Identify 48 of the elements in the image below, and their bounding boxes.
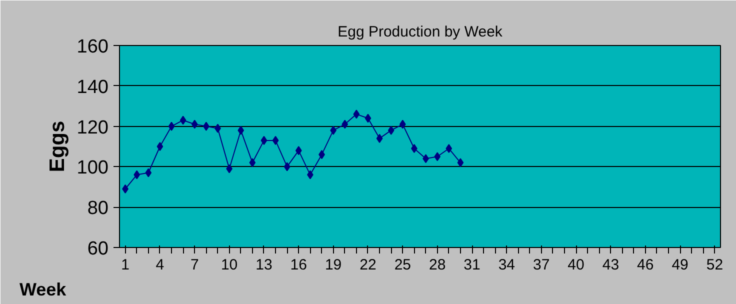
- point: [191, 120, 198, 129]
- y-tick-label: 60: [87, 238, 109, 260]
- y-tick-label: 160: [76, 36, 108, 58]
- x-tick-label: 28: [428, 256, 446, 274]
- point: [260, 136, 268, 145]
- point: [457, 158, 464, 168]
- x-tick-label: 37: [533, 256, 550, 274]
- chart-title: Egg Production by Week: [338, 24, 503, 40]
- x-tick-label: 22: [360, 256, 376, 274]
- point: [145, 168, 152, 178]
- x-tick-label: 16: [290, 256, 307, 274]
- y-tick-label: 140: [76, 76, 108, 98]
- point: [434, 152, 441, 162]
- x-tick-label: 4: [156, 256, 164, 274]
- point: [353, 110, 360, 119]
- point: [284, 162, 290, 172]
- point: [364, 114, 372, 123]
- x-tick-label: 46: [637, 256, 654, 274]
- point: [376, 134, 383, 143]
- y-tick-label: 80: [87, 198, 109, 220]
- y-axis-title: Eggs: [46, 120, 69, 172]
- x-tick-label: 13: [256, 256, 272, 274]
- x-tick-label: 1: [121, 256, 130, 274]
- x-tick-label: 7: [190, 256, 199, 274]
- point: [180, 116, 186, 125]
- y-tick-label: 120: [76, 117, 108, 138]
- point: [388, 126, 394, 135]
- y-tick-label: 100: [76, 158, 108, 179]
- x-tick-label: 25: [394, 256, 412, 274]
- point: [238, 126, 244, 135]
- point: [168, 122, 175, 131]
- x-axis-title: Week: [20, 280, 68, 300]
- x-tick-label: 52: [706, 256, 724, 274]
- x-tick-label: 31: [464, 256, 480, 274]
- x-tick-label: 34: [498, 256, 516, 274]
- point: [156, 142, 164, 151]
- x-tick-label: 19: [324, 256, 342, 274]
- point: [399, 120, 406, 129]
- x-tick-label: 43: [602, 256, 620, 274]
- point: [134, 170, 140, 180]
- point: [342, 120, 348, 129]
- x-tick-label: 49: [672, 256, 688, 274]
- point: [446, 144, 452, 154]
- point: [272, 136, 279, 145]
- point: [295, 146, 302, 156]
- point: [249, 158, 256, 168]
- x-tick-label: 10: [220, 256, 238, 274]
- x-tick-label: 40: [568, 256, 584, 274]
